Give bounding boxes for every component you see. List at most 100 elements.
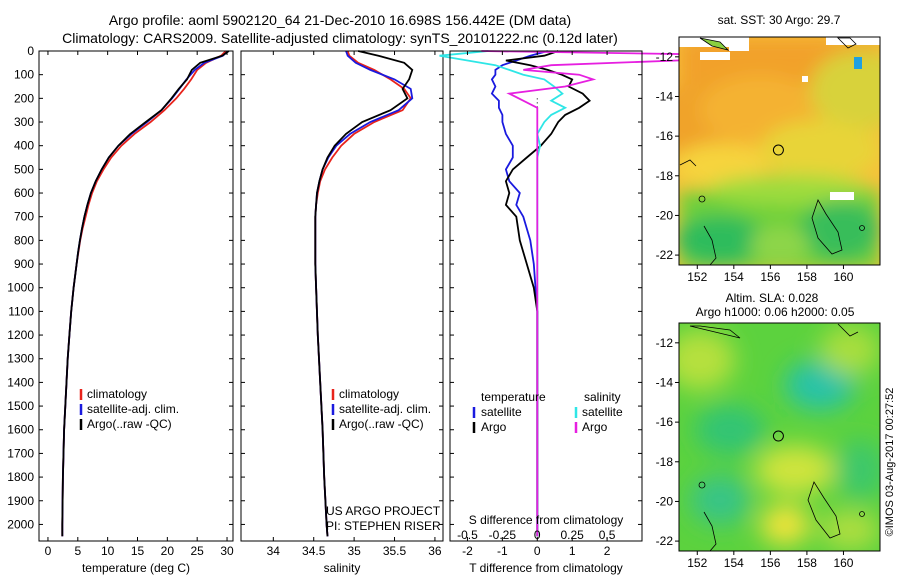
- y-tick-label: -18: [656, 455, 674, 469]
- x-tick-label: 36: [428, 544, 442, 558]
- x-tick-label: 2: [604, 544, 611, 558]
- y-tick-label: 300: [14, 115, 34, 129]
- figure-title-line1: Argo profile: aoml 5902120_64 21-Dec-201…: [108, 12, 572, 28]
- y-tick-label: -18: [656, 169, 674, 183]
- x-axis-label: salinity: [324, 561, 361, 575]
- annotation-text: PI: STEPHEN RISER: [326, 519, 441, 533]
- y-tick-label: 1800: [7, 470, 34, 484]
- y-tick-label: 1400: [7, 375, 34, 389]
- y-tick-label: 1700: [7, 446, 34, 460]
- x-tick-label: 15: [131, 544, 145, 558]
- legend-title-salinity: salinity: [584, 390, 621, 404]
- sla-map-title-1: Altim. SLA: 0.028: [726, 291, 819, 305]
- legend-label: satellite-adj. clim.: [339, 402, 431, 416]
- y-tick-label: -14: [656, 89, 674, 103]
- x-tick-label: -2: [462, 544, 473, 558]
- y-tick-label: -12: [656, 336, 674, 350]
- s-tick-label: 0.25: [561, 528, 585, 542]
- difference-panel: -2 -1 0 1 2 T difference from climatology temp…: [439, 50, 789, 575]
- sst-map-title: sat. SST: 30 Argo: 29.7: [718, 13, 841, 27]
- s-tick-label: 0.5: [599, 528, 616, 542]
- x-tick-label: 152: [687, 556, 707, 570]
- legend-label: Argo: [481, 420, 507, 434]
- y-tick-label: -14: [656, 375, 674, 389]
- y-tick-label: 1000: [7, 281, 34, 295]
- x-tick-label: 152: [687, 270, 707, 284]
- x-tick-label: 154: [724, 270, 744, 284]
- x-tick-label: 35.5: [383, 544, 407, 558]
- x-tick-label: 25: [191, 544, 205, 558]
- x-tick-label: 156: [760, 270, 780, 284]
- y-tick-label: 600: [14, 186, 34, 200]
- figure-title-line2: Climatology: CARS2009. Satellite-adjuste…: [62, 30, 618, 46]
- y-tick-label: -20: [656, 494, 674, 508]
- x-tick-label: 34: [267, 544, 281, 558]
- y-tick-label: 400: [14, 139, 34, 153]
- y-tick-label: 900: [14, 257, 34, 271]
- argo-location-marker: [772, 144, 784, 156]
- x-tick-label: 30: [220, 544, 234, 558]
- y-tick-label: 100: [14, 68, 34, 82]
- y-tick-label: 1600: [7, 423, 34, 437]
- y-tick-label: 1900: [7, 494, 34, 508]
- y-tick-label: -12: [656, 50, 674, 64]
- y-tick-label: 800: [14, 233, 34, 247]
- y-tick-label: 700: [14, 210, 34, 224]
- x-tick-label: 35: [347, 544, 361, 558]
- series-line-s-argo: [481, 50, 789, 537]
- s-tick-label: -0.25: [489, 528, 517, 542]
- sla-map-panel: Altim. SLA: 0.028 Argo h1000: 0.06 h2000…: [656, 291, 881, 570]
- legend-label: satellite-adj. clim.: [87, 402, 179, 416]
- s-tick-label: 0: [534, 528, 541, 542]
- sst-map-panel: sat. SST: 30 Argo: 29.7: [656, 13, 881, 284]
- x-tick-label: 20: [161, 544, 175, 558]
- x-tick-label: 156: [760, 556, 780, 570]
- y-tick-label: -16: [656, 415, 674, 429]
- x-axis-label: T difference from climatology: [469, 561, 623, 575]
- y-tick-label: -22: [656, 534, 674, 548]
- x-axis-label: temperature (deg C): [82, 561, 190, 575]
- series-line-argo-raw-qc-: [61, 50, 230, 537]
- x-tick-label: 1: [569, 544, 576, 558]
- s-tick-label: -0.5: [457, 528, 478, 542]
- y-tick-label: 1500: [7, 399, 34, 413]
- footer-timestamp: ©IMOS 03-Aug-2017 00:27:52: [884, 388, 896, 537]
- x-tick-label: 10: [101, 544, 115, 558]
- legend-label: climatology: [339, 387, 399, 401]
- y-tick-label: -20: [656, 208, 674, 222]
- y-tick-label: 500: [14, 162, 34, 176]
- x-tick-label: 160: [833, 270, 853, 284]
- salinity-panel: 34 34.5 35 35.5 36 salinity climatologysatelli…: [240, 50, 444, 575]
- x-tick-label: 154: [724, 556, 744, 570]
- plot-area: [39, 51, 233, 541]
- annotation-text: US ARGO PROJECT: [326, 504, 441, 518]
- x-tick-label: 158: [797, 270, 817, 284]
- y-tick-label: 1300: [7, 352, 34, 366]
- plot-frame: [449, 50, 643, 542]
- x-tick-label: 160: [833, 556, 853, 570]
- x-tick-label: 158: [797, 556, 817, 570]
- plot-area: [241, 51, 443, 541]
- temperature-panel: 0100200300400500600700800900100011001200…: [7, 44, 234, 575]
- y-tick-label: -22: [656, 248, 674, 262]
- y-tick-label: 200: [14, 91, 34, 105]
- plot-frame: [240, 50, 444, 542]
- legend-label: climatology: [87, 387, 147, 401]
- legend-label: Argo(..raw -QC): [87, 417, 172, 431]
- legend-label: satellite: [481, 405, 522, 419]
- series-line-argo-raw-qc-: [314, 50, 414, 537]
- legend-label: Argo(..raw -QC): [339, 417, 424, 431]
- x-tick-label: 5: [74, 544, 81, 558]
- x-tick-label: 0: [534, 544, 541, 558]
- legend-title-temperature: temperature: [481, 390, 546, 404]
- legend-label: Argo: [582, 420, 608, 434]
- sla-map-title-2: Argo h1000: 0.06 h2000: 0.05: [696, 305, 855, 319]
- x-axis-label-top: S difference from climatology: [469, 513, 624, 527]
- y-tick-label: 2000: [7, 517, 34, 531]
- y-tick-label: -16: [656, 129, 674, 143]
- y-tick-label: 0: [27, 44, 34, 58]
- x-tick-label: 34.5: [302, 544, 326, 558]
- x-tick-label: 0: [45, 544, 52, 558]
- plot-frame: [38, 50, 234, 542]
